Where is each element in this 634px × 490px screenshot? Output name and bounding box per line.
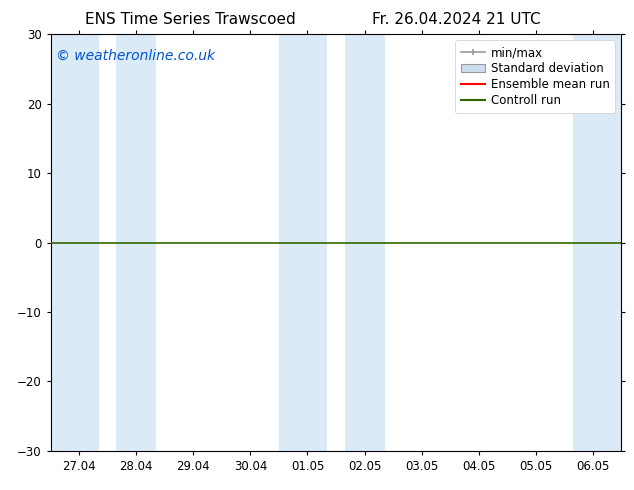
Bar	[51, 34, 99, 451]
Legend: min/max, Standard deviation, Ensemble mean run, Controll run: min/max, Standard deviation, Ensemble me…	[455, 40, 616, 113]
Text: ENS Time Series Trawscoed: ENS Time Series Trawscoed	[85, 12, 295, 27]
Text: © weatheronline.co.uk: © weatheronline.co.uk	[56, 49, 216, 63]
Bar	[117, 34, 156, 451]
Bar	[279, 34, 327, 451]
Bar	[573, 34, 621, 451]
Text: Fr. 26.04.2024 21 UTC: Fr. 26.04.2024 21 UTC	[372, 12, 541, 27]
Bar	[345, 34, 384, 451]
